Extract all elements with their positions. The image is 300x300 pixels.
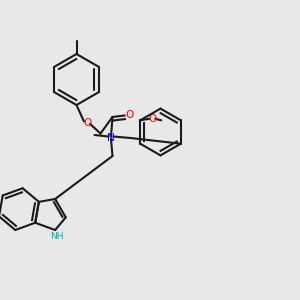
- Text: O: O: [125, 110, 134, 121]
- Text: O: O: [149, 114, 157, 124]
- Text: O: O: [83, 118, 91, 128]
- Text: NH: NH: [50, 232, 63, 241]
- Text: N: N: [107, 133, 115, 143]
